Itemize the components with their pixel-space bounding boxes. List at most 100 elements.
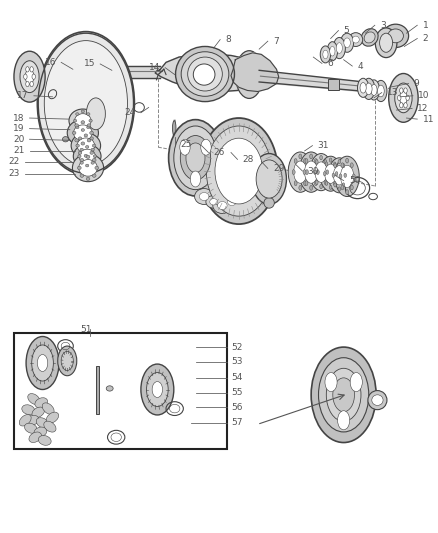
Ellipse shape bbox=[346, 190, 349, 195]
Ellipse shape bbox=[92, 174, 96, 177]
Ellipse shape bbox=[42, 403, 54, 414]
Text: 9: 9 bbox=[414, 79, 420, 88]
Ellipse shape bbox=[311, 347, 376, 442]
Ellipse shape bbox=[341, 33, 353, 52]
Ellipse shape bbox=[85, 146, 89, 148]
Ellipse shape bbox=[30, 67, 33, 72]
Ellipse shape bbox=[375, 80, 387, 102]
Ellipse shape bbox=[334, 183, 336, 187]
Ellipse shape bbox=[206, 126, 271, 216]
Text: 1: 1 bbox=[423, 21, 428, 30]
Ellipse shape bbox=[335, 172, 338, 176]
Ellipse shape bbox=[28, 393, 40, 405]
Ellipse shape bbox=[350, 185, 353, 190]
Ellipse shape bbox=[326, 368, 361, 421]
Text: 17: 17 bbox=[17, 91, 28, 100]
Ellipse shape bbox=[218, 201, 227, 209]
Ellipse shape bbox=[316, 169, 319, 174]
Ellipse shape bbox=[35, 398, 48, 408]
Text: 4: 4 bbox=[357, 62, 363, 70]
Ellipse shape bbox=[29, 432, 42, 442]
Ellipse shape bbox=[305, 169, 308, 174]
Ellipse shape bbox=[201, 139, 211, 155]
Ellipse shape bbox=[315, 160, 318, 164]
Ellipse shape bbox=[299, 185, 302, 190]
Ellipse shape bbox=[325, 181, 328, 185]
Ellipse shape bbox=[44, 421, 56, 432]
Ellipse shape bbox=[210, 199, 218, 205]
Ellipse shape bbox=[320, 156, 322, 160]
Text: 21: 21 bbox=[13, 147, 25, 156]
Ellipse shape bbox=[360, 83, 366, 93]
Ellipse shape bbox=[328, 158, 350, 193]
Text: 30: 30 bbox=[307, 166, 319, 175]
Ellipse shape bbox=[78, 151, 82, 155]
Bar bbox=[328, 79, 339, 90]
Ellipse shape bbox=[320, 46, 331, 63]
Ellipse shape bbox=[375, 28, 397, 58]
Ellipse shape bbox=[310, 154, 313, 159]
Text: 22: 22 bbox=[9, 157, 20, 166]
Ellipse shape bbox=[63, 136, 68, 142]
Ellipse shape bbox=[341, 185, 344, 190]
Text: 53: 53 bbox=[231, 358, 243, 367]
Ellipse shape bbox=[323, 50, 328, 59]
Ellipse shape bbox=[181, 52, 229, 96]
Ellipse shape bbox=[327, 42, 338, 61]
Ellipse shape bbox=[341, 163, 344, 168]
Ellipse shape bbox=[256, 160, 282, 198]
Ellipse shape bbox=[38, 435, 51, 445]
Ellipse shape bbox=[67, 119, 99, 146]
Ellipse shape bbox=[61, 351, 73, 370]
Ellipse shape bbox=[87, 139, 91, 142]
Ellipse shape bbox=[293, 161, 307, 183]
Ellipse shape bbox=[294, 159, 297, 164]
Ellipse shape bbox=[340, 165, 354, 188]
Ellipse shape bbox=[87, 124, 91, 127]
Ellipse shape bbox=[74, 125, 92, 141]
Ellipse shape bbox=[361, 29, 378, 46]
Ellipse shape bbox=[79, 149, 95, 163]
Ellipse shape bbox=[36, 418, 49, 428]
Ellipse shape bbox=[22, 405, 35, 415]
Text: 52: 52 bbox=[231, 343, 242, 352]
Ellipse shape bbox=[78, 137, 82, 140]
Ellipse shape bbox=[329, 185, 332, 189]
Ellipse shape bbox=[406, 95, 410, 101]
Ellipse shape bbox=[339, 174, 342, 179]
Ellipse shape bbox=[292, 169, 295, 174]
Ellipse shape bbox=[169, 119, 223, 196]
Text: 26: 26 bbox=[214, 148, 225, 157]
Ellipse shape bbox=[399, 92, 407, 104]
Ellipse shape bbox=[81, 110, 85, 113]
Ellipse shape bbox=[80, 161, 83, 164]
Ellipse shape bbox=[193, 64, 215, 85]
Ellipse shape bbox=[215, 138, 263, 204]
Ellipse shape bbox=[303, 169, 306, 174]
Ellipse shape bbox=[141, 364, 174, 415]
Ellipse shape bbox=[30, 82, 33, 87]
Ellipse shape bbox=[75, 139, 78, 142]
Ellipse shape bbox=[77, 138, 95, 154]
Ellipse shape bbox=[147, 373, 168, 407]
Ellipse shape bbox=[32, 345, 53, 381]
Text: 24: 24 bbox=[124, 108, 136, 117]
Text: 56: 56 bbox=[231, 402, 243, 411]
Ellipse shape bbox=[87, 112, 90, 116]
Ellipse shape bbox=[186, 143, 205, 173]
Ellipse shape bbox=[19, 415, 31, 426]
Ellipse shape bbox=[25, 423, 37, 433]
Ellipse shape bbox=[227, 198, 236, 206]
Ellipse shape bbox=[14, 51, 45, 102]
Ellipse shape bbox=[76, 126, 79, 128]
Ellipse shape bbox=[85, 164, 89, 167]
Ellipse shape bbox=[399, 102, 403, 108]
Ellipse shape bbox=[368, 391, 387, 410]
Ellipse shape bbox=[365, 83, 372, 95]
Ellipse shape bbox=[37, 354, 48, 372]
Ellipse shape bbox=[383, 24, 409, 47]
Ellipse shape bbox=[74, 119, 77, 122]
Ellipse shape bbox=[46, 412, 59, 423]
Ellipse shape bbox=[90, 137, 93, 140]
Ellipse shape bbox=[310, 154, 332, 191]
